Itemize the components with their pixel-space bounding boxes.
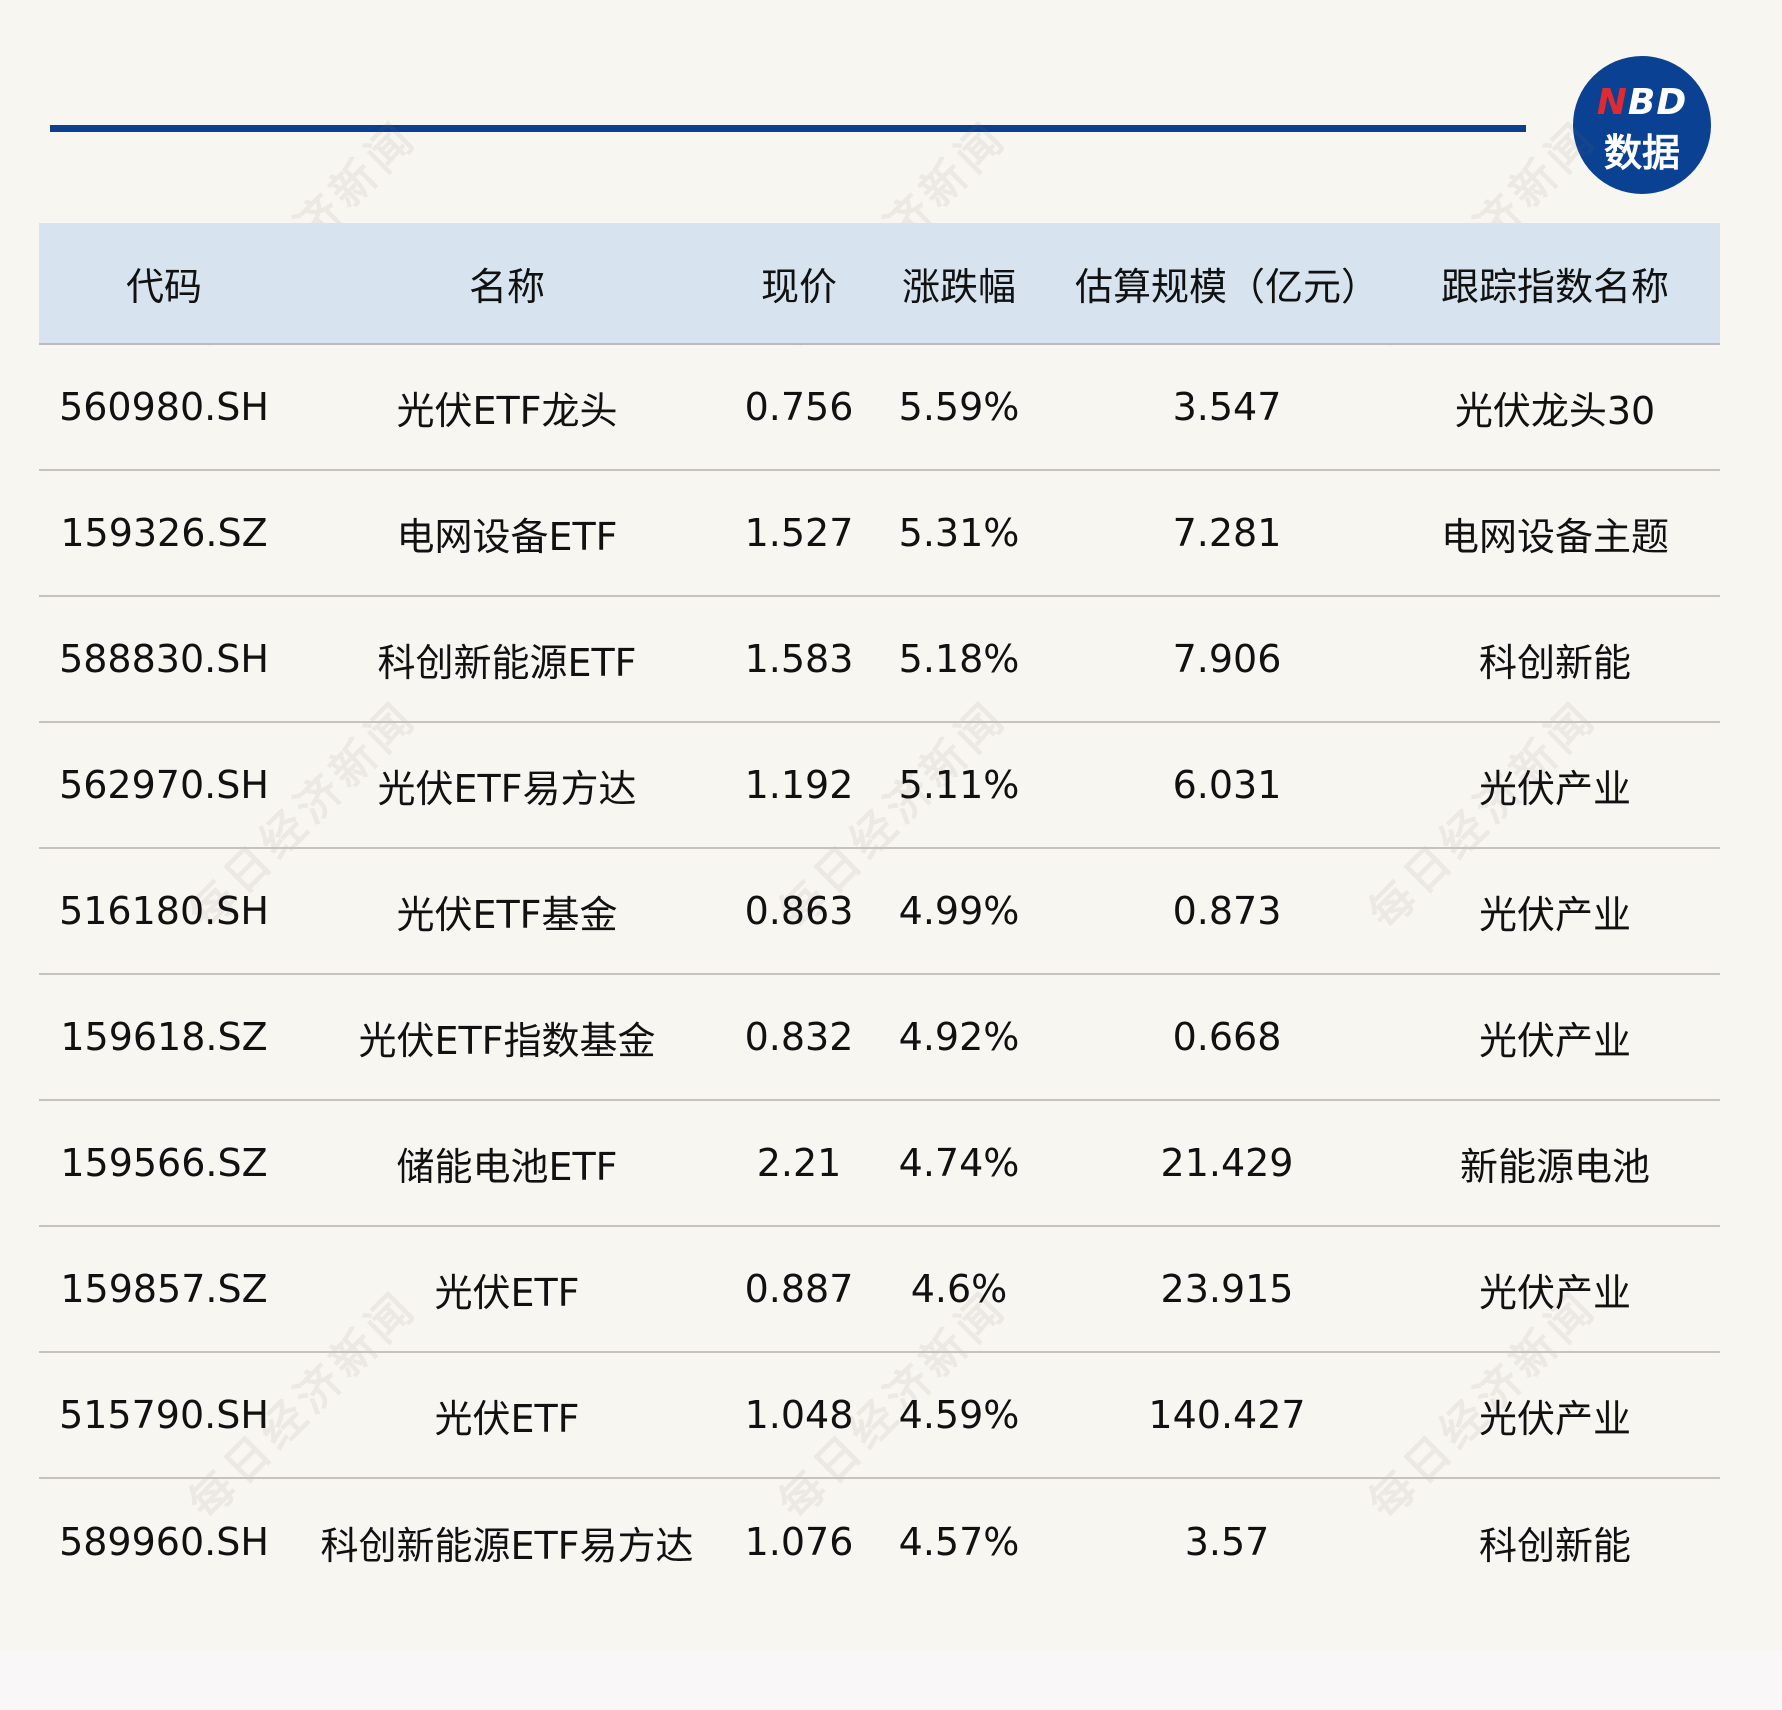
cell-code: 560980.SH [59, 385, 269, 429]
header-price: 现价 [760, 264, 838, 309]
cell-price: 1.192 [744, 763, 854, 807]
table-row: 159857.SZ 光伏ETF 0.887 4.6% 23.915 光伏产业 [39, 1227, 1720, 1353]
cell-name: 光伏ETF基金 [396, 892, 618, 937]
cell-scale: 0.668 [1172, 1015, 1282, 1059]
infographic-canvas: NBD 数据 每日经济新闻 每日经济新闻 每日经济新闻 每日经济新闻 每日经济新闻 每日经… [39, 56, 1720, 1605]
header-name: 名称 [468, 264, 546, 309]
cell-scale: 21.429 [1160, 1141, 1294, 1185]
cell-scale: 7.906 [1172, 637, 1282, 681]
cell-scale: 3.57 [1184, 1520, 1270, 1564]
cell-index: 新能源电池 [1459, 1144, 1651, 1189]
cell-change: 4.99% [898, 889, 1020, 933]
cell-change: 5.59% [898, 385, 1020, 429]
cell-code: 516180.SH [59, 889, 269, 933]
cell-index: 光伏龙头30 [1454, 388, 1656, 433]
table-row: 588830.SH 科创新能源ETF 1.583 5.18% 7.906 科创新能 [39, 597, 1720, 723]
cell-name: 光伏ETF龙头 [396, 388, 618, 433]
cell-name: 光伏ETF易方达 [377, 766, 637, 811]
header-change: 涨跌幅 [901, 264, 1017, 309]
cell-name: 科创新能源ETF [377, 640, 637, 685]
table-row: 159618.SZ 光伏ETF指数基金 0.832 4.92% 0.668 光伏产业 [39, 975, 1720, 1101]
cell-price: 0.863 [744, 889, 854, 933]
cell-code: 159326.SZ [60, 511, 268, 555]
table-row: 562970.SH 光伏ETF易方达 1.192 5.11% 6.031 光伏产业 [39, 723, 1720, 849]
cell-index: 光伏产业 [1478, 892, 1632, 937]
cell-scale: 0.873 [1172, 889, 1282, 933]
cell-price: 2.21 [756, 1141, 842, 1185]
cell-change: 5.31% [898, 511, 1020, 555]
cell-scale: 6.031 [1172, 763, 1282, 807]
cell-price: 0.887 [744, 1267, 854, 1311]
table-row: 516180.SH 光伏ETF基金 0.863 4.99% 0.873 光伏产业 [39, 849, 1720, 975]
cell-code: 588830.SH [59, 637, 269, 681]
cell-code: 562970.SH [59, 763, 269, 807]
cell-change: 4.6% [910, 1267, 1008, 1311]
cell-code: 159566.SZ [60, 1141, 268, 1185]
cell-change: 4.59% [898, 1393, 1020, 1437]
cell-price: 0.756 [744, 385, 854, 429]
cell-name: 光伏ETF [434, 1396, 580, 1441]
nbd-data-logo: NBD 数据 [1573, 56, 1711, 194]
cell-code: 515790.SH [59, 1393, 269, 1437]
cell-change: 4.74% [898, 1141, 1020, 1185]
cell-index: 光伏产业 [1478, 1270, 1632, 1315]
cell-scale: 7.281 [1172, 511, 1282, 555]
table-row: 589960.SH 科创新能源ETF易方达 1.076 4.57% 3.57 科创新能 [39, 1479, 1720, 1605]
cell-price: 1.583 [744, 637, 854, 681]
cell-name: 光伏ETF [434, 1270, 580, 1315]
title-rule [50, 125, 1526, 132]
cell-index: 科创新能 [1478, 640, 1632, 685]
header-scale: 估算规模（亿元） [1074, 264, 1380, 309]
cell-price: 0.832 [744, 1015, 854, 1059]
cell-scale: 140.427 [1148, 1393, 1306, 1437]
cell-code: 589960.SH [59, 1520, 269, 1564]
cell-price: 1.527 [744, 511, 854, 555]
cell-index: 光伏产业 [1478, 766, 1632, 811]
cell-index: 光伏产业 [1478, 1018, 1632, 1063]
table-row: 159566.SZ 储能电池ETF 2.21 4.74% 21.429 新能源电池 [39, 1101, 1720, 1227]
cell-code: 159857.SZ [60, 1267, 268, 1311]
cell-name: 光伏ETF指数基金 [358, 1018, 656, 1063]
cell-scale: 23.915 [1160, 1267, 1294, 1311]
cell-index: 科创新能 [1478, 1523, 1632, 1568]
cell-price: 1.076 [744, 1520, 854, 1564]
cell-index: 光伏产业 [1478, 1396, 1632, 1441]
cell-price: 1.048 [744, 1393, 854, 1437]
cell-index: 电网设备主题 [1440, 514, 1670, 559]
table-row: 560980.SH 光伏ETF龙头 0.756 5.59% 3.547 光伏龙头30 [39, 345, 1720, 471]
etf-table: 代码 名称 现价 涨跌幅 估算规模（亿元） 跟踪指数名称 560980.SH 光伏… [39, 223, 1720, 1605]
cell-change: 5.18% [898, 637, 1020, 681]
cell-name: 电网设备ETF [396, 514, 618, 559]
header-code: 代码 [125, 264, 203, 309]
cell-scale: 3.547 [1172, 385, 1282, 429]
cell-name: 储能电池ETF [396, 1144, 618, 1189]
table-row: 515790.SH 光伏ETF 1.048 4.59% 140.427 光伏产业 [39, 1353, 1720, 1479]
cell-change: 4.57% [898, 1520, 1020, 1564]
cell-code: 159618.SZ [60, 1015, 268, 1059]
table-row: 159326.SZ 电网设备ETF 1.527 5.31% 7.281 电网设备主题 [39, 471, 1720, 597]
table-header: 代码 名称 现价 涨跌幅 估算规模（亿元） 跟踪指数名称 [39, 223, 1720, 345]
cell-change: 4.92% [898, 1015, 1020, 1059]
header-index: 跟踪指数名称 [1440, 264, 1670, 309]
cell-change: 5.11% [898, 763, 1020, 807]
cell-name: 科创新能源ETF易方达 [320, 1523, 694, 1568]
